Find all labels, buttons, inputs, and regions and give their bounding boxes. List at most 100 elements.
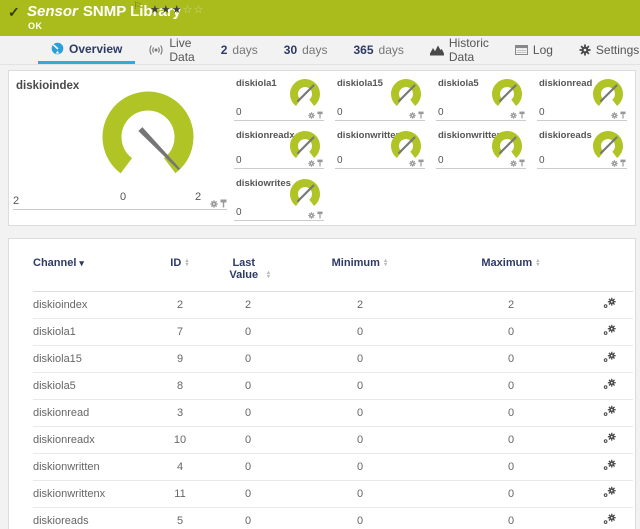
- main-gauge: [102, 91, 194, 183]
- gauge-settings-icon[interactable]: [510, 111, 517, 119]
- channel-name[interactable]: diskionwrittenx: [33, 480, 149, 508]
- col-header-minimum[interactable]: Minimum ▲ ▼: [285, 249, 435, 292]
- channel-last: 0: [211, 453, 285, 481]
- area-chart-icon: [429, 45, 444, 55]
- gauge-settings-icon[interactable]: [308, 211, 315, 219]
- channel-last: 2: [211, 291, 285, 319]
- channel-settings-icon[interactable]: [603, 351, 617, 363]
- gauge-name: diskionreadx: [236, 130, 295, 141]
- channel-min: 0: [285, 318, 435, 346]
- channel-name[interactable]: diskionwritten: [33, 453, 149, 481]
- col-header-last-value[interactable]: Last Value ▲ ▼: [211, 249, 285, 292]
- sort-icon: ▲ ▼: [184, 257, 190, 269]
- stars-empty[interactable]: ☆☆: [182, 4, 205, 16]
- table-row: diskioreads 5 0 0 0: [33, 507, 633, 529]
- small-gauge: [290, 131, 320, 161]
- gauge-cell-diskiola5: diskiola5 0: [433, 71, 534, 123]
- gauge-pin-icon[interactable]: [317, 211, 323, 219]
- channel-last: 0: [211, 507, 285, 529]
- channel-max: 0: [435, 372, 587, 400]
- tab-365-days[interactable]: 365 days: [340, 36, 416, 64]
- gauge-pin-icon[interactable]: [220, 199, 227, 208]
- col-header-actions: [587, 249, 633, 292]
- table-row: diskionread 3 0 0 0: [33, 399, 633, 427]
- table-row: diskioindex 2 2 2 2: [33, 291, 633, 319]
- gauge-pin-icon[interactable]: [620, 111, 626, 119]
- gauge-pin-icon[interactable]: [317, 111, 323, 119]
- gauge-baseline: [234, 120, 324, 121]
- tab-live-data[interactable]: Live Data: [135, 36, 207, 64]
- tab-log[interactable]: Log: [502, 36, 566, 64]
- table-header-row: Channel ▾ ID ▲ ▼ Last Value ▲ ▼ Minimum ▲ ▼ Max…: [33, 249, 633, 292]
- gauge-baseline: [335, 168, 425, 169]
- channel-name[interactable]: diskiola15: [33, 345, 149, 373]
- gauge-pin-icon[interactable]: [519, 111, 525, 119]
- gauge-pin-icon[interactable]: [620, 159, 626, 167]
- gauge-pin-icon[interactable]: [418, 159, 424, 167]
- gauge-name: diskionwrittenx: [438, 130, 508, 141]
- channel-max: 0: [435, 399, 587, 427]
- channel-settings-icon[interactable]: [603, 324, 617, 336]
- channel-settings-icon[interactable]: [603, 432, 617, 444]
- col-header-maximum[interactable]: Maximum ▲ ▼: [435, 249, 587, 292]
- channel-settings-icon[interactable]: [603, 459, 617, 471]
- main-gauge-baseline: [13, 209, 227, 210]
- table-row: diskionreadx 10 0 0 0: [33, 426, 633, 454]
- channel-id: 5: [149, 507, 211, 529]
- channel-settings-icon[interactable]: [603, 513, 617, 525]
- channel-min: 0: [285, 426, 435, 454]
- gauge-settings-icon[interactable]: [308, 159, 315, 167]
- tab-historic-data[interactable]: Historic Data: [417, 36, 502, 64]
- channel-name[interactable]: diskioreads: [33, 507, 149, 529]
- channel-settings-icon[interactable]: [603, 486, 617, 498]
- sort-icon: ▲ ▼: [382, 257, 389, 269]
- gauge-cell-diskiola1: diskiola1 0: [231, 71, 332, 123]
- gauge-settings-icon[interactable]: [409, 111, 416, 119]
- gauge-value: 0: [539, 107, 545, 118]
- gauge-settings-icon[interactable]: [611, 111, 618, 119]
- gauge-pin-icon[interactable]: [317, 159, 323, 167]
- gauge-baseline: [234, 220, 324, 221]
- channel-settings-icon[interactable]: [603, 297, 617, 309]
- priority-stars[interactable]: ★★★☆☆: [150, 3, 204, 16]
- sort-icon: ▲ ▼: [535, 257, 541, 269]
- tab-settings[interactable]: Settings: [566, 36, 640, 64]
- channel-name[interactable]: diskiola1: [33, 318, 149, 346]
- priority-flag-icon[interactable]: ⚐: [133, 1, 142, 12]
- gauge-cell-diskionwritten: diskionwritten 0: [332, 123, 433, 171]
- tab-30-days-label: days: [302, 43, 328, 57]
- gauge-value: 0: [438, 155, 444, 166]
- col-header-channel[interactable]: Channel ▾: [33, 249, 149, 292]
- gauge-settings-icon[interactable]: [409, 159, 416, 167]
- gauge-name: diskiola1: [236, 78, 277, 89]
- channel-settings-icon[interactable]: [603, 378, 617, 390]
- channel-table: Channel ▾ ID ▲ ▼ Last Value ▲ ▼ Minimum ▲ ▼ Max…: [33, 249, 633, 529]
- channel-settings-icon[interactable]: [603, 405, 617, 417]
- channel-name[interactable]: diskionread: [33, 399, 149, 427]
- gauge-pin-icon[interactable]: [519, 159, 525, 167]
- channel-min: 0: [285, 480, 435, 508]
- tab-2-days-label: days: [232, 43, 258, 57]
- gauge-value: 0: [337, 155, 343, 166]
- tab-30-days[interactable]: 30 days: [271, 36, 341, 64]
- small-gauge: [593, 131, 623, 161]
- channel-name[interactable]: diskiola5: [33, 372, 149, 400]
- channel-name[interactable]: diskioindex: [33, 291, 149, 319]
- stars-filled[interactable]: ★★★: [150, 4, 183, 16]
- gauge-settings-icon[interactable]: [210, 199, 218, 208]
- gauge-settings-icon[interactable]: [510, 159, 517, 167]
- tab-2-days[interactable]: 2 days: [208, 36, 271, 64]
- gauge-name: diskiowrites: [236, 178, 291, 189]
- channel-min: 2: [285, 291, 435, 319]
- ok-check-icon: ✓: [8, 4, 20, 20]
- channel-max: 0: [435, 507, 587, 529]
- channel-name[interactable]: diskionreadx: [33, 426, 149, 454]
- gauge-cell-diskioreads: diskioreads 0: [534, 123, 635, 171]
- gauges-panel: diskioindex 2 0 2: [8, 70, 636, 226]
- gauge-name: diskiola15: [337, 78, 383, 89]
- tab-overview[interactable]: Overview: [38, 36, 136, 64]
- gauge-pin-icon[interactable]: [418, 111, 424, 119]
- col-header-id[interactable]: ID ▲ ▼: [149, 249, 211, 292]
- gauge-settings-icon[interactable]: [611, 159, 618, 167]
- gauge-settings-icon[interactable]: [308, 111, 315, 119]
